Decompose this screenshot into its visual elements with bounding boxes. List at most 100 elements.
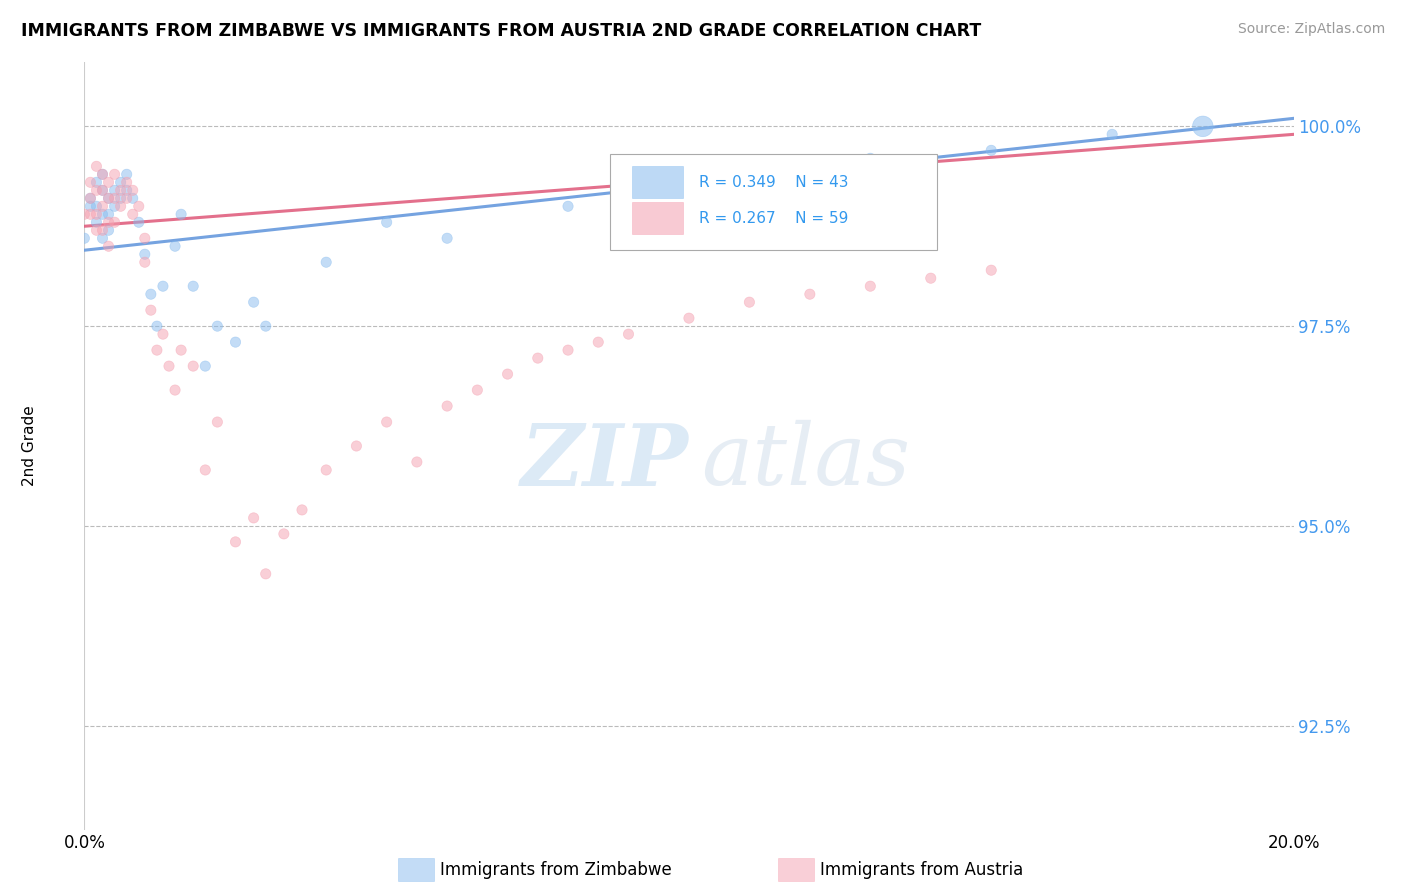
Text: Immigrants from Zimbabwe: Immigrants from Zimbabwe <box>440 861 672 879</box>
Point <box>375 415 398 429</box>
Point <box>91 167 114 181</box>
Point <box>97 191 120 205</box>
Point <box>254 566 277 581</box>
Point <box>738 295 761 310</box>
Point <box>139 303 162 318</box>
Point <box>104 167 127 181</box>
FancyBboxPatch shape <box>633 166 683 198</box>
Text: 2nd Grade: 2nd Grade <box>22 406 38 486</box>
Point <box>91 223 114 237</box>
Text: R = 0.267    N = 59: R = 0.267 N = 59 <box>699 211 848 226</box>
Point <box>79 191 101 205</box>
Point <box>121 183 143 197</box>
Point <box>110 191 132 205</box>
Point <box>207 415 229 429</box>
FancyBboxPatch shape <box>610 154 936 251</box>
Point <box>170 207 193 221</box>
Point <box>617 191 640 205</box>
Point <box>375 215 398 229</box>
Point <box>920 271 942 285</box>
Point <box>617 327 640 342</box>
Point <box>104 191 127 205</box>
Point <box>110 183 132 197</box>
Text: IMMIGRANTS FROM ZIMBABWE VS IMMIGRANTS FROM AUSTRIA 2ND GRADE CORRELATION CHART: IMMIGRANTS FROM ZIMBABWE VS IMMIGRANTS F… <box>21 22 981 40</box>
Point <box>152 327 174 342</box>
Point <box>1192 120 1215 134</box>
Point <box>194 359 217 373</box>
Point <box>467 383 489 397</box>
Text: Immigrants from Austria: Immigrants from Austria <box>820 861 1024 879</box>
Point <box>146 319 169 334</box>
Point <box>86 175 108 189</box>
Point <box>557 343 579 358</box>
Point <box>181 359 204 373</box>
Point <box>121 207 143 221</box>
Point <box>242 295 264 310</box>
Point <box>121 191 143 205</box>
Point <box>91 167 114 181</box>
Point <box>115 175 138 189</box>
Point <box>980 144 1002 158</box>
Point <box>165 239 187 253</box>
Point <box>79 191 101 205</box>
Point <box>115 183 138 197</box>
Point <box>273 527 295 541</box>
Point <box>315 255 337 269</box>
Point <box>86 207 108 221</box>
Point <box>152 279 174 293</box>
Point <box>97 223 120 237</box>
Point <box>91 199 114 213</box>
Point <box>139 287 162 301</box>
Point <box>97 207 120 221</box>
Point <box>104 183 127 197</box>
Point <box>86 183 108 197</box>
Point <box>588 335 610 350</box>
Point <box>134 255 156 269</box>
Point <box>436 231 458 245</box>
Point <box>79 199 101 213</box>
Point <box>157 359 180 373</box>
Point <box>79 207 101 221</box>
Point <box>406 455 429 469</box>
Point <box>181 279 204 293</box>
Point <box>170 343 193 358</box>
Point <box>134 231 156 245</box>
Point <box>91 183 114 197</box>
Point <box>86 159 108 173</box>
Point <box>496 367 519 381</box>
Text: Source: ZipAtlas.com: Source: ZipAtlas.com <box>1237 22 1385 37</box>
Point <box>79 175 101 189</box>
Point <box>128 215 150 229</box>
Point <box>678 311 700 326</box>
Point <box>315 463 337 477</box>
Point <box>110 175 132 189</box>
Point <box>527 351 550 365</box>
Point <box>115 191 138 205</box>
Text: ZIP: ZIP <box>522 419 689 503</box>
Point <box>980 263 1002 277</box>
Point <box>194 463 217 477</box>
Text: atlas: atlas <box>702 420 910 503</box>
Point <box>207 319 229 334</box>
Point <box>134 247 156 261</box>
Point <box>86 215 108 229</box>
Point <box>91 183 114 197</box>
Point <box>242 511 264 525</box>
Point <box>146 343 169 358</box>
Point <box>115 167 138 181</box>
Point <box>86 223 108 237</box>
Point <box>73 207 96 221</box>
Point <box>104 215 127 229</box>
Point <box>104 199 127 213</box>
Text: R = 0.349    N = 43: R = 0.349 N = 43 <box>699 175 848 190</box>
Point <box>128 199 150 213</box>
Point <box>1101 128 1123 142</box>
Point <box>97 191 120 205</box>
Point <box>97 239 120 253</box>
Point <box>859 279 882 293</box>
Point <box>738 167 761 181</box>
Point <box>291 503 314 517</box>
Point <box>73 231 96 245</box>
Point <box>346 439 368 453</box>
Point <box>254 319 277 334</box>
